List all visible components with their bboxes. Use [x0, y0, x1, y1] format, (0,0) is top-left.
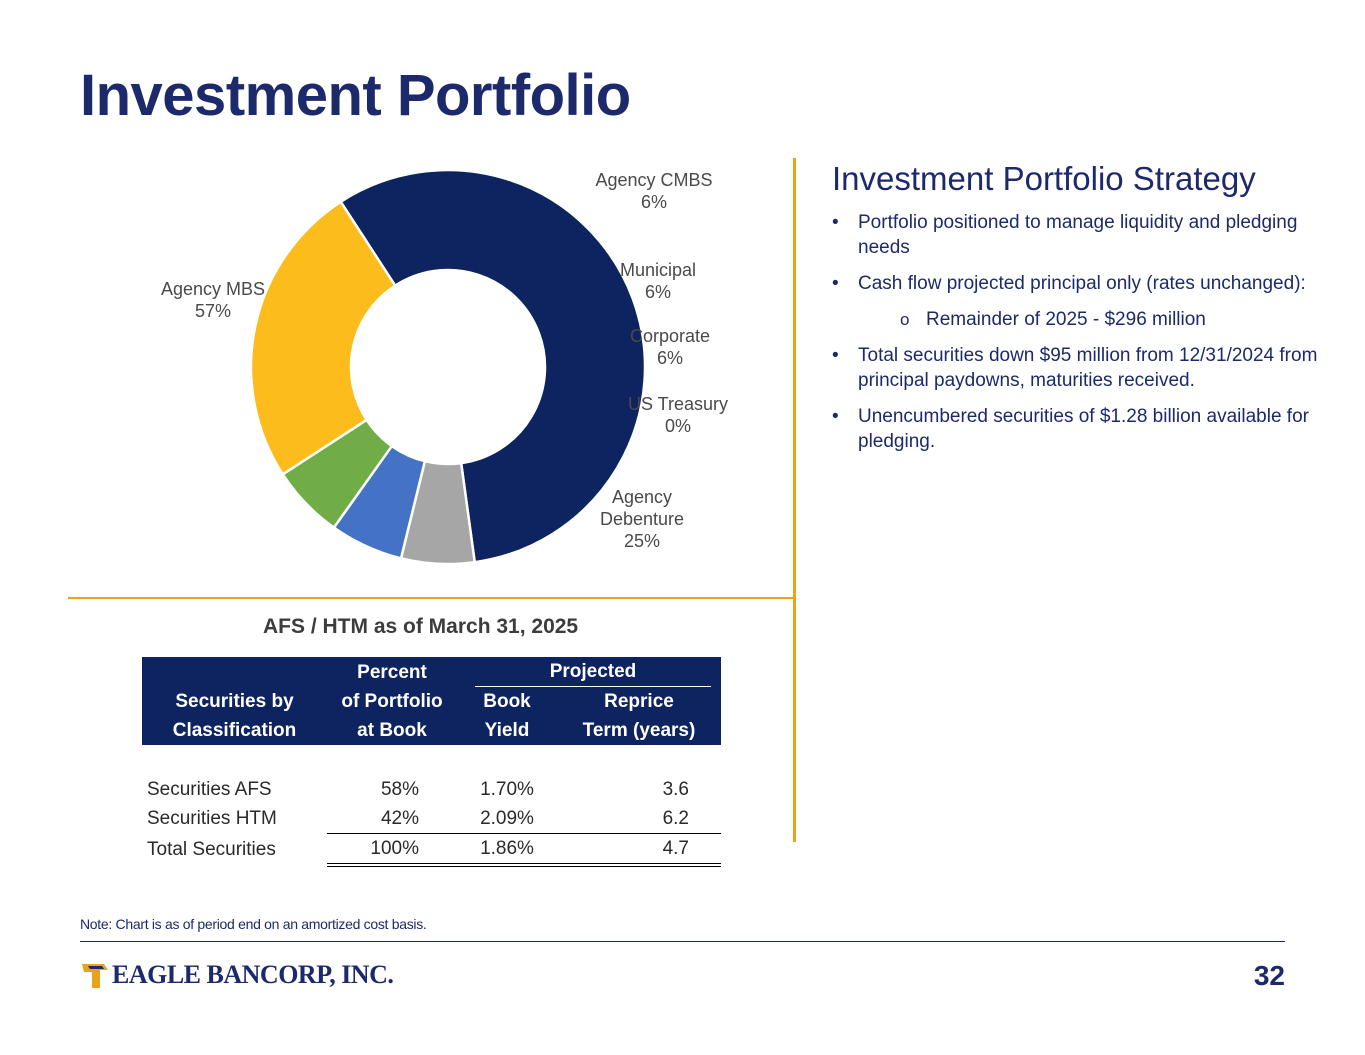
table-spacer-row: [142, 745, 721, 775]
logo-text: EAGLE BANCORP, INC.: [112, 960, 394, 989]
bullet-text: Remainder of 2025 - $296 million: [926, 309, 1206, 330]
vertical-divider-line: [793, 158, 796, 842]
label-municipal: Municipal 6%: [620, 260, 696, 302]
row-term: 6.2: [557, 804, 721, 834]
securities-table: Percent Projected Securities by of Portf…: [142, 657, 721, 867]
header-blank: [142, 657, 327, 687]
row-yield: 1.86%: [457, 833, 557, 867]
eagle-icon: [82, 964, 108, 988]
row-term: 3.6: [662, 779, 689, 800]
company-logo: EAGLE BANCORP, INC.: [80, 960, 394, 990]
label-us-treasury: US Treasury 0%: [628, 394, 728, 436]
table-total-row: Total Securities 100% 1.86% 4.7: [142, 833, 721, 867]
slice-agency-mbs: [338, 168, 647, 564]
page-number: 32: [1253, 960, 1285, 991]
row-label: Total Securities: [147, 838, 276, 860]
strategy-heading: Investment Portfolio Strategy: [832, 160, 1256, 197]
page-title: Investment Portfolio: [80, 63, 631, 128]
header-term-2: Term (years): [557, 716, 721, 745]
row-percent: 42%: [327, 804, 457, 834]
chart-divider-line: [68, 597, 795, 599]
bullet-text: Cash flow projected principal only (rate…: [858, 273, 1306, 294]
header-classification-2: Classification: [142, 716, 327, 745]
table-row: Securities AFS 58% 1.70% 3.6: [142, 775, 721, 804]
slice-agency-debenture: [249, 200, 397, 477]
sub-bullet-icon: o: [900, 310, 910, 329]
label-corporate: Corporate 6%: [630, 326, 710, 368]
row-term: 4.7: [557, 833, 721, 867]
bullet-icon: •: [832, 273, 839, 294]
bullet-text: Total securities down $95 million from 1…: [858, 345, 1318, 391]
strategy-sub-bullet: o Remainder of 2025 - $296 million: [832, 307, 1337, 332]
label-agency-cmbs: Agency CMBS 6%: [595, 170, 712, 212]
footnote: Note: Chart is as of period end on an am…: [80, 916, 427, 932]
table-title: AFS / HTM as of March 31, 2025: [263, 615, 579, 638]
bullet-icon: •: [832, 406, 839, 427]
strategy-list: • Portfolio positioned to manage liquidit…: [832, 210, 1337, 454]
footer-divider: [80, 941, 1285, 942]
row-label: Securities AFS: [147, 779, 272, 800]
row-yield: 1.70%: [480, 779, 534, 800]
header-yield-1: Book: [457, 687, 557, 716]
projected-label: Projected: [475, 657, 711, 687]
donut-slices: [249, 168, 647, 566]
label-agency-mbs: Agency MBS 57%: [161, 279, 265, 321]
row-percent: 58%: [380, 779, 419, 800]
label-agency-debenture: Agency Debenture 25%: [600, 487, 684, 551]
header-percent: Percent: [327, 657, 457, 687]
header-classification-1: Securities by: [142, 687, 327, 716]
strategy-bullet: • Cash flow projected principal only (rat…: [832, 271, 1337, 296]
bullet-icon: •: [832, 212, 839, 233]
strategy-panel: Investment Portfolio Strategy • Portfolio…: [832, 160, 1337, 465]
portfolio-donut-chart: Agency MBS 57% Agency CMBS 6% Municipal 6% Cor…: [161, 168, 728, 566]
strategy-bullet: • Portfolio positioned to manage liquidit…: [832, 210, 1337, 260]
donut-labels: Agency MBS 57% Agency CMBS 6% Municipal 6% Cor…: [161, 170, 728, 551]
row-label: Securities HTM: [147, 808, 277, 830]
table-row: Securities HTM 42% 2.09% 6.2: [142, 804, 721, 834]
bullet-text: Portfolio positioned to manage liquidity…: [858, 212, 1298, 258]
bullet-text: Unencumbered securities of $1.28 billion…: [858, 406, 1309, 452]
header-yield-2: Yield: [457, 716, 557, 745]
strategy-bullet: • Unencumbered securities of $1.28 billio…: [832, 404, 1337, 454]
header-projected: Projected: [457, 657, 721, 687]
header-term-1: Reprice: [557, 687, 721, 716]
header-portfolio-1: of Portfolio: [327, 687, 457, 716]
header-portfolio-2: at Book: [327, 716, 457, 745]
strategy-bullet: • Total securities down $95 million from …: [832, 343, 1337, 393]
bullet-icon: •: [832, 345, 839, 366]
row-percent: 100%: [327, 833, 457, 867]
row-yield: 2.09%: [457, 804, 557, 834]
